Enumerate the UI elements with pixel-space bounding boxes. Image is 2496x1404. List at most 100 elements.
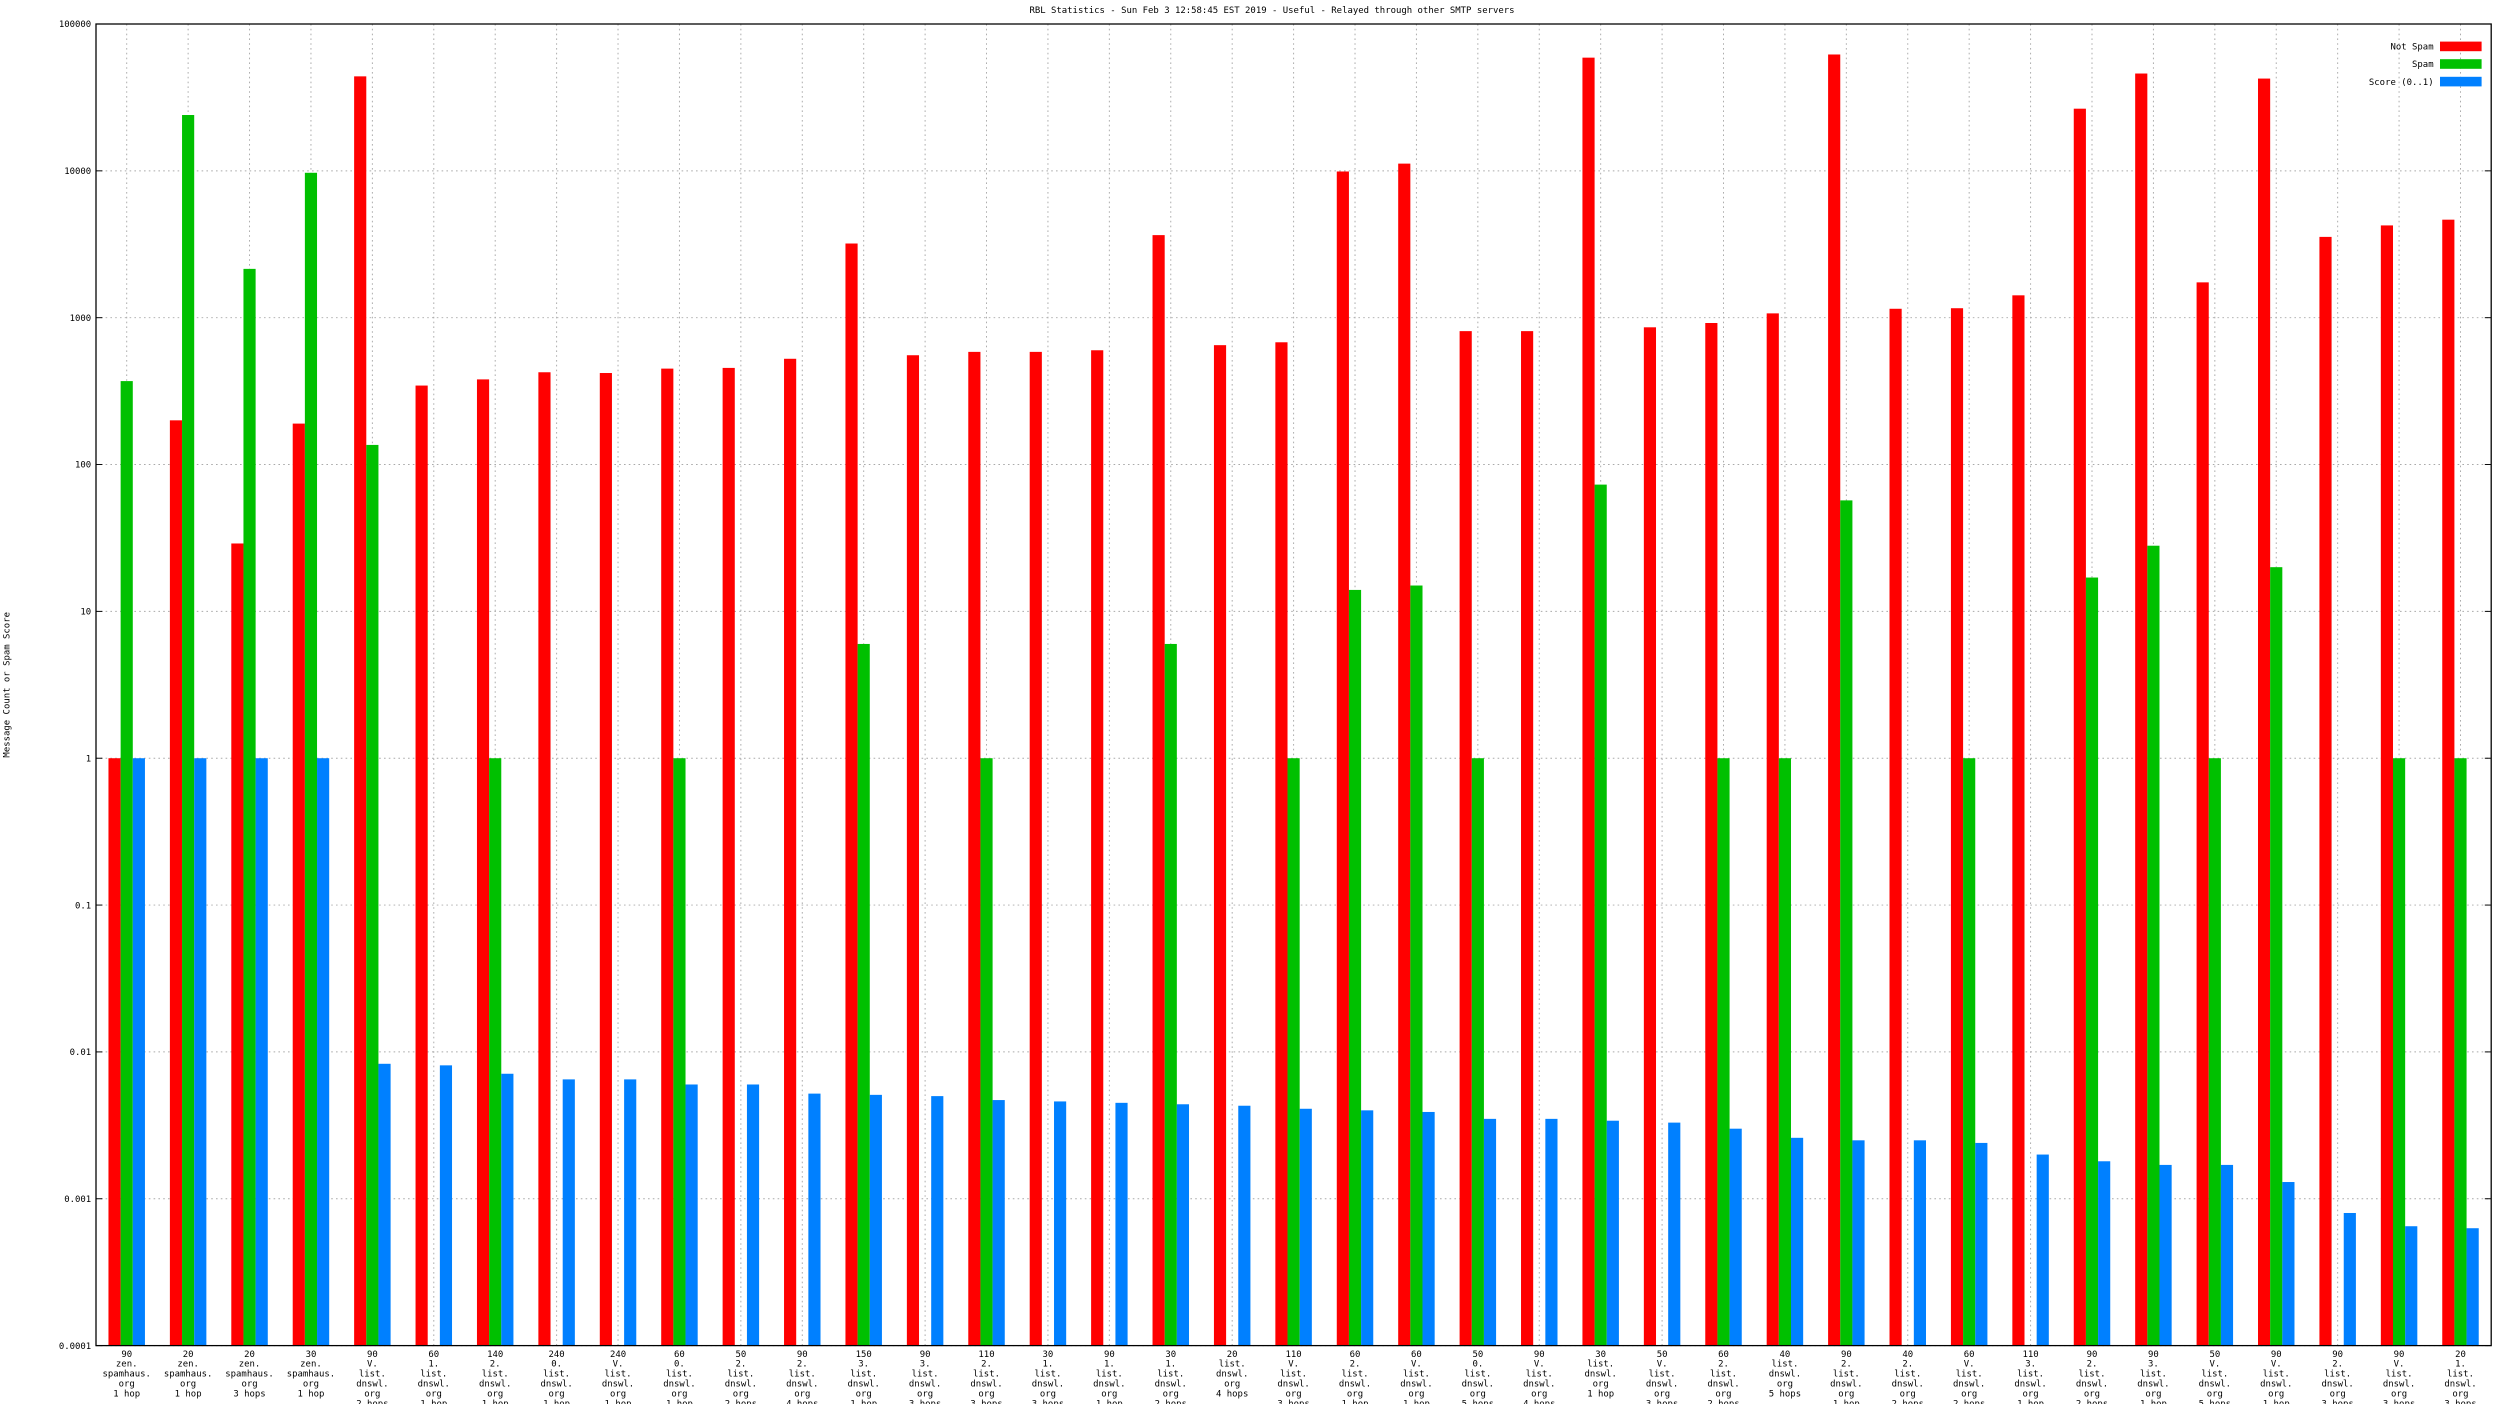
bar — [1348, 589, 1362, 1346]
x-tick-label: 240 — [610, 1350, 626, 1360]
x-tick-label: 60 — [1964, 1350, 1975, 1360]
x-tick-label: 90 — [797, 1350, 808, 1360]
x-tick-label: 60 — [674, 1350, 685, 1360]
x-tick-label: dnswl. — [2076, 1380, 2108, 1390]
bar — [108, 758, 121, 1346]
x-tick-label: 2 hops — [1707, 1399, 1739, 1404]
y-tick-label: 0.01 — [70, 1048, 92, 1058]
x-tick-label: 20 — [1227, 1350, 1238, 1360]
bar — [599, 373, 612, 1346]
bar — [2258, 78, 2271, 1346]
x-tick-label: list. — [1219, 1360, 1246, 1370]
x-tick-label: 1 hop — [297, 1389, 324, 1399]
bar — [1152, 235, 1165, 1346]
bar — [1164, 643, 1177, 1346]
bar — [1275, 342, 1288, 1346]
bar — [1422, 1111, 1435, 1346]
x-tick-label: 1. — [1104, 1360, 1115, 1370]
bar — [685, 1084, 698, 1346]
x-tick-label: 2. — [1350, 1360, 1361, 1370]
x-tick-label: 110 — [2022, 1350, 2038, 1360]
x-tick-label: dnswl. — [356, 1380, 388, 1390]
x-tick-label: 5 hops — [1462, 1399, 1494, 1404]
x-tick-label: 3 hops — [909, 1399, 941, 1404]
bar — [2454, 758, 2467, 1346]
legend-swatch — [2440, 59, 2482, 69]
bar — [354, 76, 367, 1346]
x-tick-label: dnswl. — [909, 1380, 941, 1390]
x-tick-label: list. — [850, 1370, 877, 1380]
x-tick-label: org — [610, 1389, 626, 1399]
bar — [255, 758, 268, 1346]
x-tick-label: org — [1838, 1389, 1854, 1399]
x-tick-label: 1 hop — [1833, 1399, 1860, 1404]
bar — [1287, 758, 1300, 1346]
x-tick-label: 2 hops — [725, 1399, 757, 1404]
x-tick-label: 0. — [551, 1360, 562, 1370]
bar — [2135, 73, 2148, 1346]
x-tick-label: 90 — [2087, 1350, 2098, 1360]
x-tick-label: 90 — [367, 1350, 378, 1360]
bar — [1521, 331, 1534, 1346]
x-tick-label: 2 hops — [356, 1399, 388, 1404]
x-tick-label: 1 hop — [2017, 1399, 2044, 1404]
x-tick-label: spamhaus. — [102, 1370, 151, 1380]
x-tick-label: list. — [912, 1370, 939, 1380]
x-tick-label: 3 hops — [1032, 1399, 1064, 1404]
bar — [857, 643, 870, 1346]
x-tick-label: 60 — [1718, 1350, 1729, 1360]
bar — [2466, 1228, 2479, 1346]
x-tick-label: org — [1531, 1389, 1547, 1399]
x-tick-label: list. — [1649, 1370, 1676, 1380]
bar — [243, 268, 256, 1346]
bar — [317, 758, 330, 1346]
y-tick-label: 0.0001 — [59, 1342, 91, 1352]
x-tick-label: 110 — [978, 1350, 994, 1360]
bar — [1029, 351, 1042, 1346]
x-tick-label: dnswl. — [540, 1380, 572, 1390]
bar — [2405, 1226, 2418, 1346]
bar — [2208, 758, 2221, 1346]
bar — [1213, 345, 1227, 1346]
bar — [2147, 545, 2160, 1346]
x-tick-label: org — [1224, 1380, 1240, 1390]
bar — [501, 1073, 514, 1346]
x-tick-label: dnswl. — [663, 1380, 695, 1390]
x-tick-label: V. — [2209, 1360, 2220, 1370]
x-tick-label: dnswl. — [2321, 1380, 2353, 1390]
x-tick-label: 20 — [244, 1350, 255, 1360]
y-tick-label: 1 — [86, 754, 91, 764]
x-tick-label: 1. — [1043, 1360, 1054, 1370]
x-tick-label: 1 hop — [666, 1399, 693, 1404]
x-tick-label: 1 hop — [175, 1389, 202, 1399]
x-tick-label: list. — [482, 1370, 509, 1380]
x-tick-label: dnswl. — [970, 1380, 1002, 1390]
bar — [1950, 308, 1964, 1346]
bar — [2073, 108, 2086, 1346]
x-tick-label: 90 — [1841, 1350, 1852, 1360]
x-tick-label: org — [1593, 1380, 1609, 1390]
bar — [1582, 57, 1595, 1346]
x-tick-label: org — [364, 1389, 380, 1399]
x-tick-label: dnswl. — [1339, 1380, 1371, 1390]
x-tick-label: dnswl. — [1216, 1370, 1248, 1380]
x-tick-label: dnswl. — [2444, 1380, 2476, 1390]
x-tick-label: dnswl. — [786, 1380, 818, 1390]
x-tick-label: org — [2391, 1389, 2407, 1399]
bar — [1471, 758, 1484, 1346]
bar — [1545, 1118, 1558, 1346]
x-tick-label: dnswl. — [1400, 1380, 1432, 1390]
x-tick-label: org — [2207, 1389, 2223, 1399]
x-tick-label: 0. — [674, 1360, 685, 1370]
x-tick-label: V. — [1964, 1360, 1975, 1370]
x-tick-label: 40 — [1780, 1350, 1791, 1360]
bar — [231, 543, 244, 1346]
x-tick-label: dnswl. — [1032, 1380, 1064, 1390]
x-tick-label: org — [180, 1380, 196, 1390]
y-tick-label: 10 — [80, 608, 91, 618]
x-tick-label: dnswl. — [1155, 1380, 1187, 1390]
x-tick-label: V. — [1288, 1360, 1299, 1370]
x-tick-label: dnswl. — [479, 1380, 511, 1390]
x-tick-label: dnswl. — [2014, 1380, 2046, 1390]
